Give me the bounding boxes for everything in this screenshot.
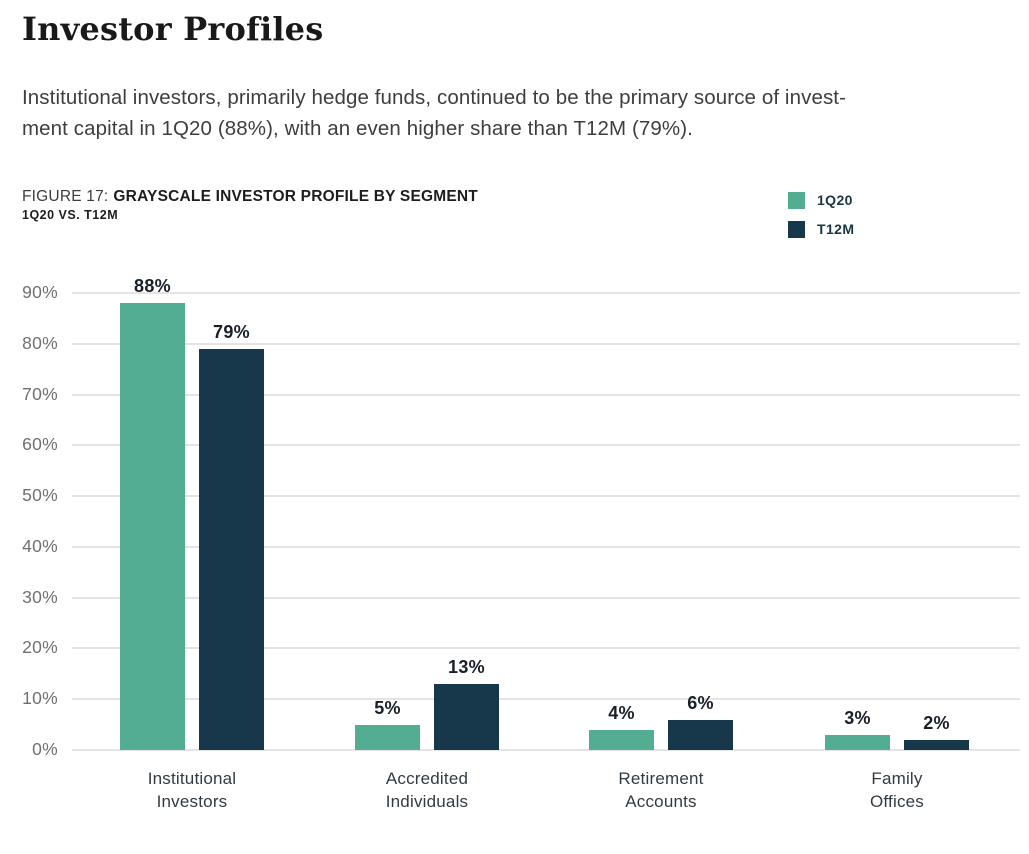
bar-value-label: 2%: [923, 712, 950, 733]
y-axis-label: 40%: [22, 535, 58, 556]
category-label: Family Offices: [870, 769, 924, 811]
gridline: [72, 444, 1020, 447]
legend-item-1q20: 1Q20: [788, 191, 854, 209]
bar-1q20: [120, 303, 185, 750]
chart-legend: 1Q20 T12M: [788, 191, 854, 249]
gridline: [72, 596, 1020, 599]
gridline: [72, 749, 1020, 751]
y-axis-label: 0%: [32, 739, 58, 759]
bar-t12m: [904, 739, 969, 750]
legend-swatch-t12m: [788, 220, 805, 238]
gridline: [72, 292, 1020, 294]
bar-value-label: 5%: [374, 697, 401, 718]
bar-value-label: 3%: [844, 707, 871, 728]
figure-title: GRAYSCALE INVESTOR PROFILE BY SEGMENT: [113, 188, 478, 205]
figure-number-label: FIGURE 17:: [22, 188, 109, 205]
category-label: Retirement Accounts: [618, 769, 704, 811]
grouped-bar-chart: 0% 10% 20% 30% 40% 50% 60% 70% 80% 90% 88% 79% Insti…: [0, 270, 1029, 854]
y-axis-label: 30%: [22, 586, 58, 607]
bar-value-label: 13%: [448, 656, 485, 677]
y-axis-label: 60%: [22, 434, 58, 455]
bar-value-label: 88%: [134, 276, 171, 297]
gridline: [72, 545, 1020, 548]
y-axis-label: 20%: [22, 637, 58, 658]
bar-1q20: [355, 724, 420, 750]
bar-1q20: [825, 734, 890, 750]
gridline: [72, 393, 1020, 396]
figure-subtitle: 1Q20 VS. T12M: [22, 208, 119, 222]
gridline: [72, 647, 1020, 650]
gridline: [72, 342, 1020, 345]
y-axis-label: 10%: [22, 688, 58, 709]
bar-t12m: [668, 719, 733, 750]
bar-1q20: [589, 729, 654, 750]
category-label: Institutional Investors: [147, 769, 237, 811]
y-axis-label: 70%: [22, 383, 58, 404]
y-axis-label: 50%: [22, 485, 58, 506]
gridline: [72, 698, 1020, 701]
intro-paragraph: Institutional investors, primarily hedge…: [22, 86, 847, 140]
bar-t12m: [434, 683, 499, 750]
legend-label-1q20: 1Q20: [817, 192, 853, 208]
figure-caption: FIGURE 17: GRAYSCALE INVESTOR PROFILE BY …: [22, 188, 478, 206]
legend-label-t12m: T12M: [817, 221, 855, 237]
y-axis-label: 90%: [22, 282, 58, 302]
category-label: Accredited Individuals: [385, 769, 469, 811]
bar-t12m: [199, 348, 264, 750]
bar-value-label: 6%: [687, 692, 714, 713]
y-axis-label: 80%: [22, 332, 58, 353]
legend-item-t12m: T12M: [788, 220, 854, 238]
bar-value-label: 79%: [213, 321, 250, 342]
page-title: Investor Profiles: [22, 10, 324, 48]
bar-value-label: 4%: [608, 702, 635, 723]
gridline: [72, 495, 1020, 498]
legend-swatch-1q20: [788, 191, 805, 209]
